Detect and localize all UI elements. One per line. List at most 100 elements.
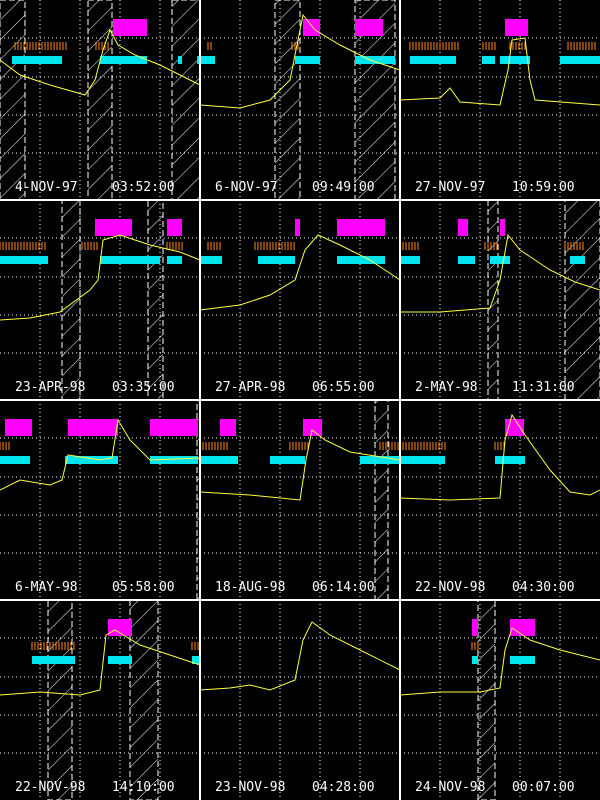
cyan-bar [270, 456, 305, 464]
panel-time: 09:49:00 [312, 180, 375, 195]
panel-date: 23-NOV-98 [215, 780, 285, 795]
cyan-bar [337, 256, 385, 264]
hatch-region [564, 199, 600, 401]
light-curve [199, 234, 401, 311]
light-curve [399, 37, 600, 106]
panel-time: 14:10:00 [112, 780, 175, 795]
panel-time: 06:55:00 [312, 380, 375, 395]
cyan-bar [32, 656, 75, 664]
cyan-bar [200, 456, 238, 464]
panel-time: 06:14:00 [312, 580, 375, 595]
panel: 22-NOV-98 04:30:00 [399, 400, 600, 600]
light-curve [400, 233, 600, 313]
light-curve [0, 28, 201, 96]
magenta-block [510, 619, 535, 636]
panel-date: 6-MAY-98 [15, 580, 78, 595]
magenta-block [505, 419, 524, 436]
panel: 6-MAY-98 05:58:00 [0, 399, 201, 601]
light-curve [399, 627, 600, 696]
cyan-bar [472, 656, 478, 664]
hatch-region [274, 0, 301, 201]
cyan-bar [500, 56, 530, 64]
panel: 2-MAY-98 11:31:00 [399, 199, 600, 401]
magenta-block [505, 19, 528, 36]
cyan-bar [258, 256, 295, 264]
panel-date: 18-AUG-98 [215, 580, 285, 595]
panel-time: 11:31:00 [512, 380, 575, 395]
panel-date: 27-APR-98 [215, 380, 285, 395]
cyan-bar [510, 656, 535, 664]
hatch-region [477, 599, 496, 800]
cyan-bar [178, 56, 182, 64]
panel: 24-NOV-98 00:07:00 [399, 599, 600, 800]
panel: 23-NOV-98 04:28:00 [199, 600, 401, 800]
light-curve [0, 418, 201, 491]
panel-date: 4-NOV-97 [15, 180, 78, 195]
cyan-bar [167, 256, 182, 264]
magenta-block [458, 219, 468, 236]
magenta-block [303, 419, 322, 436]
hatch-region [147, 199, 164, 401]
cyan-bar [192, 656, 200, 664]
panel: 6-NOV-97 09:49:00 [199, 0, 401, 201]
magenta-block [295, 219, 300, 236]
magenta-block [108, 619, 132, 636]
hatch-region [0, 0, 26, 201]
cyan-bar [65, 456, 118, 464]
panel-time: 03:35:00 [112, 380, 175, 395]
panel-time: 05:58:00 [112, 580, 175, 595]
cyan-bar [570, 256, 585, 264]
cyan-bar [360, 456, 400, 464]
cyan-bar [0, 456, 30, 464]
cyan-bar [560, 56, 600, 64]
hatch-region [129, 599, 159, 800]
cyan-bar [355, 56, 395, 64]
panel-time: 00:07:00 [512, 780, 575, 795]
hatch-region [47, 599, 73, 800]
cyan-bar [482, 56, 495, 64]
hatch-region [87, 0, 113, 201]
cyan-bar [400, 256, 420, 264]
light-curve [199, 621, 401, 691]
light-curve [0, 234, 201, 321]
hatch-region [171, 0, 201, 201]
cyan-bar [458, 256, 475, 264]
light-curve [199, 13, 401, 109]
cyan-bar [495, 456, 525, 464]
cyan-bar [200, 56, 215, 64]
panel-time: 04:30:00 [512, 580, 575, 595]
hatch-region [61, 199, 81, 401]
cyan-bar [400, 456, 445, 464]
panel-date: 24-NOV-98 [415, 780, 485, 795]
cyan-bar [108, 656, 132, 664]
panel: 27-APR-98 06:55:00 [199, 200, 401, 400]
cyan-bar [490, 256, 510, 264]
cyan-bar [100, 56, 147, 64]
panel-date: 27-NOV-97 [415, 180, 485, 195]
panel-time: 04:28:00 [312, 780, 375, 795]
magenta-block [337, 219, 385, 236]
panel-date: 6-NOV-97 [215, 180, 278, 195]
magenta-block [355, 19, 383, 36]
cyan-bar [100, 256, 160, 264]
magenta-block [5, 419, 32, 436]
magenta-block [167, 219, 182, 236]
magenta-block [472, 619, 478, 636]
magenta-block [150, 419, 198, 436]
magenta-block [220, 419, 236, 436]
panel-date: 23-APR-98 [15, 380, 85, 395]
panel-time: 03:52:00 [112, 180, 175, 195]
panel-time: 10:59:00 [512, 180, 575, 195]
panel-date: 22-NOV-98 [15, 780, 85, 795]
magenta-block [95, 219, 132, 236]
cyan-bar [410, 56, 456, 64]
cyan-bar [12, 56, 62, 64]
magenta-block [68, 419, 118, 436]
cyan-bar [200, 256, 222, 264]
hatch-region [374, 399, 389, 601]
cyan-bar [0, 256, 48, 264]
panel-date: 2-MAY-98 [415, 380, 478, 395]
panel: 27-NOV-97 10:59:00 [399, 0, 600, 200]
magenta-block [500, 219, 505, 236]
